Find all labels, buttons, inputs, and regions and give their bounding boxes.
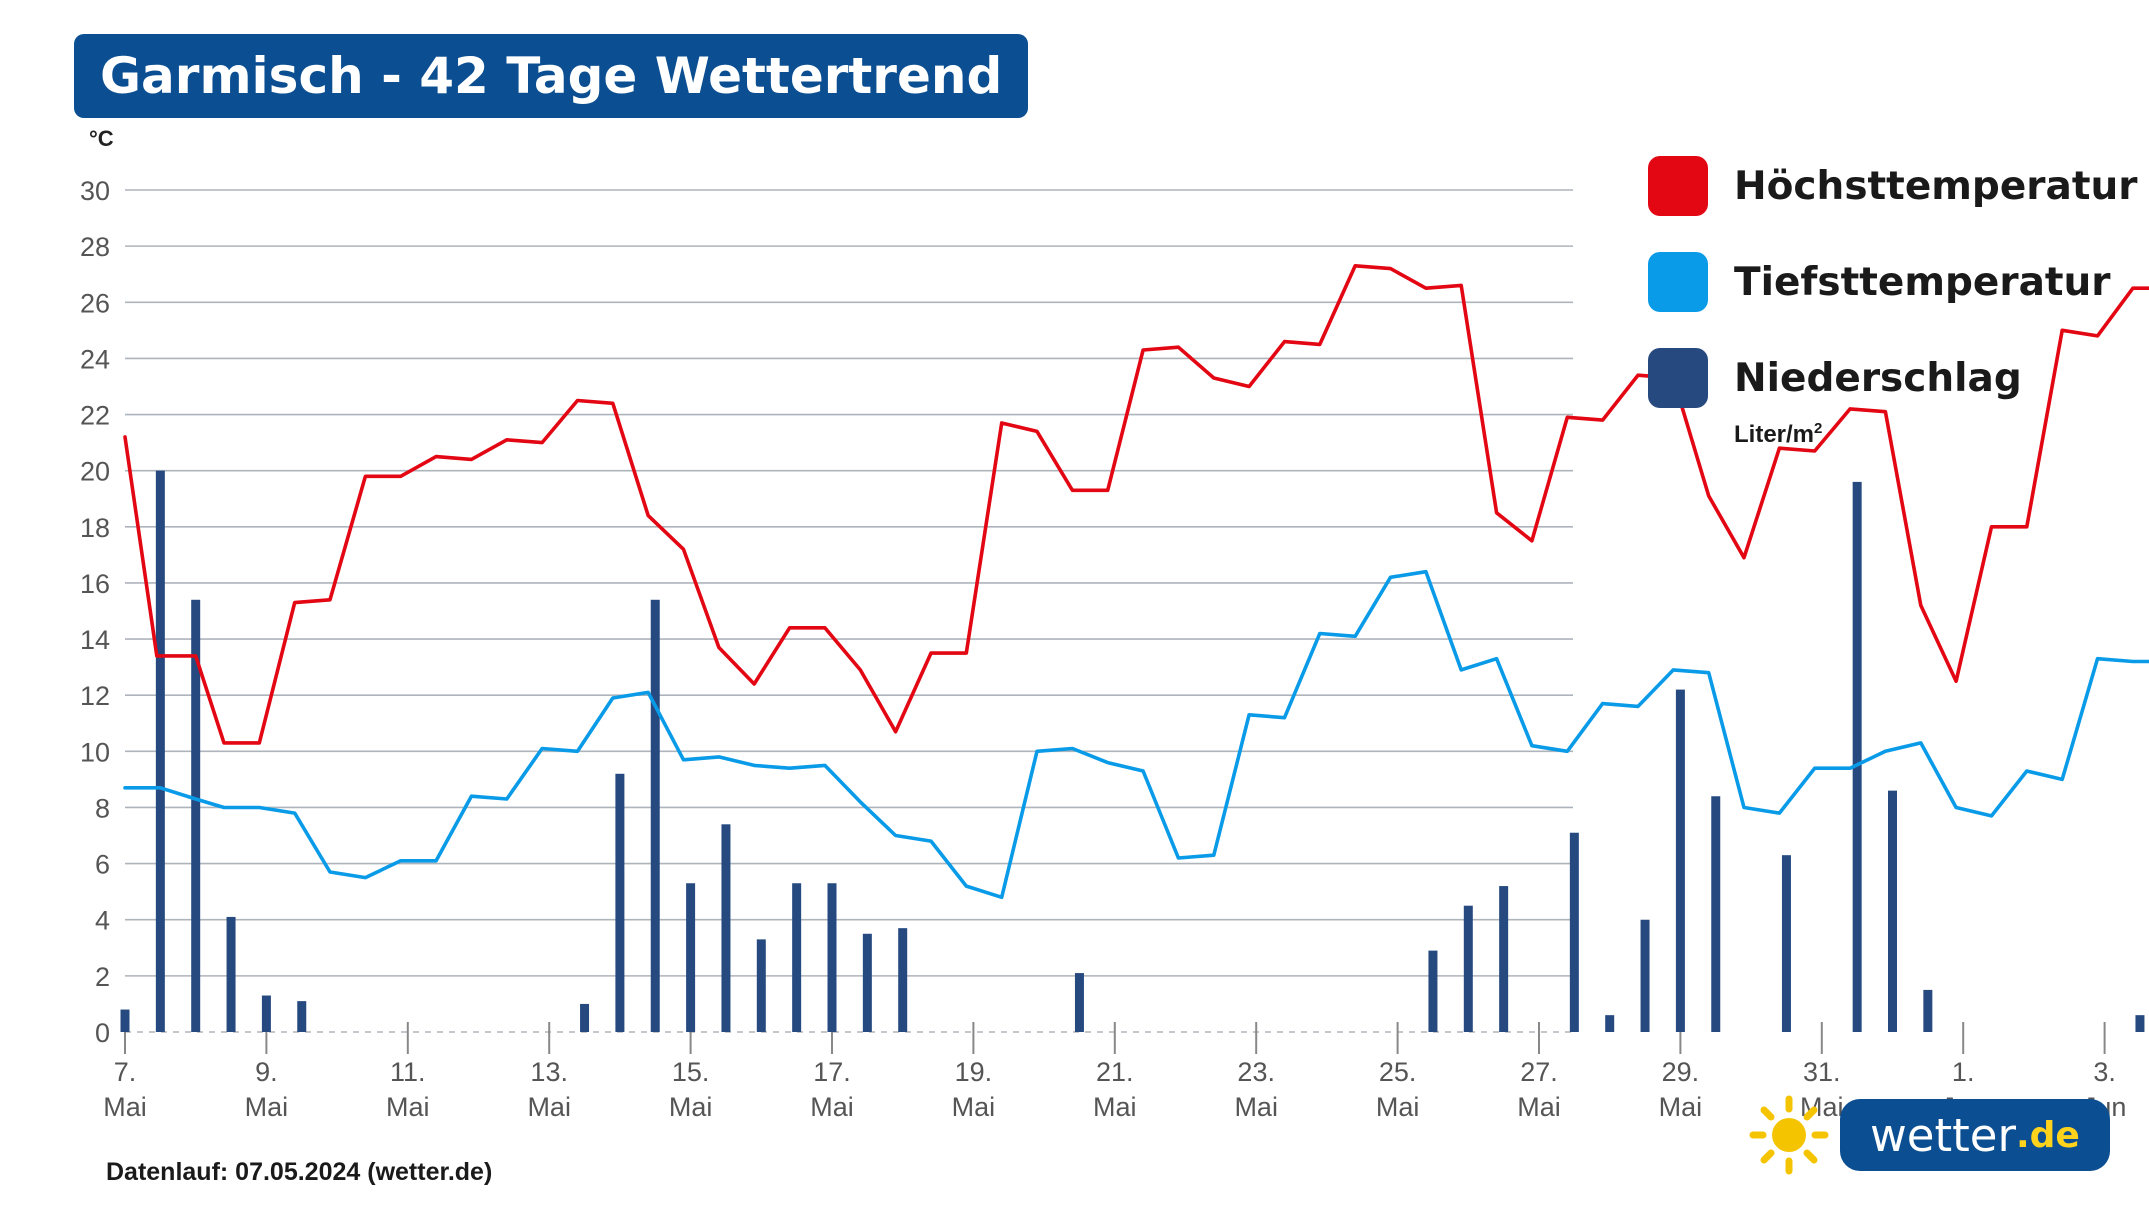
y-tick-label: 6 xyxy=(95,850,110,880)
x-tick-day: 11. xyxy=(390,1057,426,1087)
x-tick-day: 29. xyxy=(1662,1057,1700,1087)
precip-bar xyxy=(1499,886,1509,1032)
precip-bar xyxy=(1074,973,1084,1032)
precip-bar xyxy=(120,1009,130,1032)
precip-bar xyxy=(686,883,696,1032)
precip-bar xyxy=(792,883,802,1032)
data-run-footnote: Datenlauf: 07.05.2024 (wetter.de) xyxy=(106,1158,493,1186)
precip-bar xyxy=(1640,919,1650,1032)
precip-bar xyxy=(191,599,201,1032)
y-unit-label: °C xyxy=(89,126,114,151)
high-temp-line xyxy=(123,263,2149,745)
x-tick-month: Mai xyxy=(103,1092,147,1122)
y-tick-label: 18 xyxy=(80,513,110,543)
x-tick-month: Mai xyxy=(1376,1092,1420,1122)
precip-bar xyxy=(580,1003,590,1032)
precip-bar xyxy=(615,773,625,1032)
legend-item-low: Tiefsttemperatur xyxy=(1648,252,2111,312)
legend-item-precip: Niederschlag xyxy=(1648,348,2022,408)
x-tick-day: 19. xyxy=(955,1057,993,1087)
precip-bar xyxy=(756,939,766,1032)
x-tick-month: Mai xyxy=(245,1092,289,1122)
y-tick-label: 12 xyxy=(80,681,110,711)
logo-wordmark: wetter .de xyxy=(1840,1099,2110,1171)
y-tick-label: 22 xyxy=(80,401,110,431)
y-tick-label: 30 xyxy=(80,176,110,206)
x-tick-day: 27. xyxy=(1520,1057,1558,1087)
precip-bar xyxy=(226,916,236,1032)
x-tick-day: 25. xyxy=(1379,1057,1417,1087)
x-tick-month: Mai xyxy=(1234,1092,1278,1122)
precip-bar xyxy=(2135,1015,2145,1032)
x-tick-month: Mai xyxy=(1659,1092,1703,1122)
precip-bar xyxy=(862,933,872,1032)
x-tick-day: 15. xyxy=(672,1057,710,1087)
x-tick-month: Mai xyxy=(386,1092,430,1122)
x-tick-day: 9. xyxy=(255,1057,278,1087)
legend-label-low: Tiefsttemperatur xyxy=(1734,259,2111,305)
logo-tld-text: .de xyxy=(2015,1114,2080,1156)
x-tick-month: Mai xyxy=(952,1092,996,1122)
legend-swatch-high xyxy=(1648,156,1708,216)
legend-swatch-low xyxy=(1648,252,1708,312)
x-tick-day: 3. xyxy=(2093,1057,2116,1087)
y-tick-label: 2 xyxy=(95,962,110,992)
precip-bar xyxy=(1852,481,1862,1033)
x-tick-month: Mai xyxy=(810,1092,854,1122)
x-tick-month: Mai xyxy=(669,1092,713,1122)
precip-bar xyxy=(261,995,271,1032)
legend-item-high: Höchsttemperatur xyxy=(1648,156,2137,216)
precip-bar xyxy=(1923,989,1933,1032)
precip-bar xyxy=(1888,790,1897,1032)
logo-main-text: wetter xyxy=(1870,1108,2016,1162)
precip-bar xyxy=(1569,832,1579,1032)
precip-bar xyxy=(898,928,908,1032)
y-tick-label: 16 xyxy=(80,569,110,599)
x-tick-day: 17. xyxy=(813,1057,851,1087)
legend-swatch-precip xyxy=(1648,348,1708,408)
precip-bar xyxy=(1781,855,1791,1032)
legend-label-precip: Niederschlag xyxy=(1734,355,2022,401)
precip-bar xyxy=(1711,796,1721,1032)
precip-bar xyxy=(1675,689,1685,1032)
legend-label-high: Höchsttemperatur xyxy=(1734,163,2138,209)
y-tick-label: 20 xyxy=(80,457,110,487)
precip-bar xyxy=(1463,905,1473,1032)
wetter-logo[interactable]: wetter .de xyxy=(1748,1094,2110,1176)
precip-bar xyxy=(1605,1015,1615,1032)
x-tick-day: 31. xyxy=(1803,1057,1841,1087)
precip-bar xyxy=(1428,950,1438,1032)
precip-unit-sup: 2 xyxy=(1814,420,1823,437)
chart-title-box: Garmisch - 42 Tage Wettertrend xyxy=(74,34,1029,118)
precip-unit: Liter/m2 xyxy=(1734,420,1822,449)
x-tick-day: 21. xyxy=(1096,1057,1134,1087)
y-tick-label: 4 xyxy=(95,906,110,936)
precip-bar xyxy=(155,470,165,1033)
sun-icon xyxy=(1749,1095,1829,1175)
y-tick-label: 26 xyxy=(80,288,110,318)
x-tick-day: 13. xyxy=(530,1057,568,1087)
x-tick-month: Mai xyxy=(527,1092,571,1122)
x-tick-day: 1. xyxy=(1952,1057,1975,1087)
y-tick-label: 24 xyxy=(80,344,110,374)
x-tick-day: 23. xyxy=(1237,1057,1275,1087)
x-tick-month: Mai xyxy=(1093,1092,1137,1122)
y-tick-label: 28 xyxy=(80,232,110,262)
precip-bar xyxy=(650,599,660,1032)
y-tick-label: 14 xyxy=(80,625,110,655)
precip-unit-text: Liter/m xyxy=(1734,421,1815,448)
y-tick-label: 10 xyxy=(80,737,110,767)
y-tick-label: 8 xyxy=(95,793,110,823)
precip-bar xyxy=(827,883,837,1032)
precip-bar xyxy=(297,1001,307,1032)
chart-title: Garmisch - 42 Tage Wettertrend xyxy=(100,47,1003,105)
x-tick-day: 7. xyxy=(114,1057,137,1087)
x-tick-month: Mai xyxy=(1517,1092,1561,1122)
low-temp-line xyxy=(123,569,2149,900)
y-tick-label: 0 xyxy=(95,1018,110,1048)
precip-bar xyxy=(721,824,731,1032)
